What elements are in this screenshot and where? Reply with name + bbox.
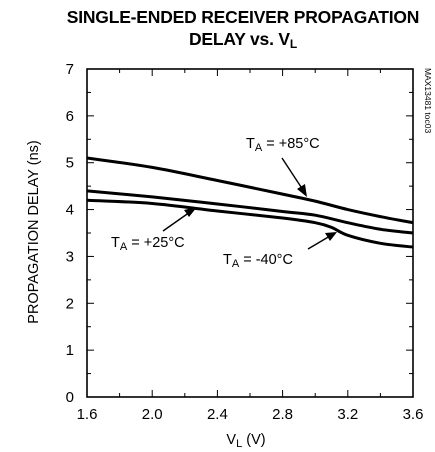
series-label-25c: TA = +25°C: [111, 235, 185, 253]
series-line-85c: [86, 156, 414, 225]
axis-ticks: [86, 68, 414, 398]
series-label-25c-main: T: [111, 235, 120, 251]
x-tick-label: 1.6: [77, 406, 98, 423]
y-axis-label: PROPAGATION DELAY (ns): [26, 140, 42, 323]
x-axis-label: VL (V): [226, 432, 265, 450]
y-tick-labels: 0 1 2 3 4 5 6 7: [66, 61, 74, 406]
chart-title-line2-sub: L: [289, 37, 298, 51]
series-label-85c-sub: A: [255, 142, 263, 154]
series-label-m40c-sub: A: [232, 258, 240, 270]
series-lines: [86, 156, 414, 249]
y-tick-label: 3: [66, 248, 74, 265]
y-tick-label: 2: [66, 295, 74, 312]
x-axis-label-sub: L: [236, 438, 242, 450]
x-tick-label: 3.2: [337, 406, 358, 423]
arrow-m40c: [307, 232, 337, 250]
series-label-85c-rest: = +85°C: [262, 136, 319, 152]
chart-title-line2-main: DELAY vs. V: [188, 29, 290, 49]
y-tick-label: 7: [66, 61, 74, 78]
series-line-25c: [86, 189, 414, 235]
series-label-m40c: TA = -40°C: [223, 252, 293, 270]
arrow-85c: [281, 157, 307, 197]
x-tick-label: 2.0: [142, 406, 163, 423]
series-label-25c-sub: A: [120, 241, 128, 253]
series-label-m40c-rest: = -40°C: [239, 252, 293, 268]
y-tick-label: 0: [66, 389, 74, 406]
y-tick-label: 4: [66, 202, 74, 219]
y-tick-label: 6: [66, 108, 74, 125]
y-tick-label: 1: [66, 342, 74, 359]
chart-title-line1: SINGLE-ENDED RECEIVER PROPAGATION: [66, 7, 420, 27]
chart-title: SINGLE-ENDED RECEIVER PROPAGATION DELAY …: [60, 6, 426, 50]
series-label-m40c-main: T: [223, 252, 232, 268]
x-tick-label: 2.8: [272, 406, 293, 423]
y-tick-label: 5: [66, 155, 74, 172]
series-label-85c-main: T: [246, 136, 255, 152]
plot-frame: [86, 68, 414, 398]
arrow-25c: [162, 207, 197, 232]
chart-title-line2: DELAY vs. VL: [60, 28, 426, 50]
x-tick-label: 2.4: [207, 406, 228, 423]
x-tick-labels: 1.6 2.0 2.4 2.8 3.2 3.6: [77, 406, 424, 423]
x-tick-label: 3.6: [403, 406, 424, 423]
series-label-85c: TA = +85°C: [246, 136, 320, 154]
watermark: MAX13481 toc03: [423, 68, 433, 133]
series-label-25c-rest: = +25°C: [127, 235, 184, 251]
x-axis-label-main: V: [226, 432, 236, 448]
x-axis-label-unit: (V): [242, 432, 265, 448]
series-line-m40c: [86, 198, 414, 249]
